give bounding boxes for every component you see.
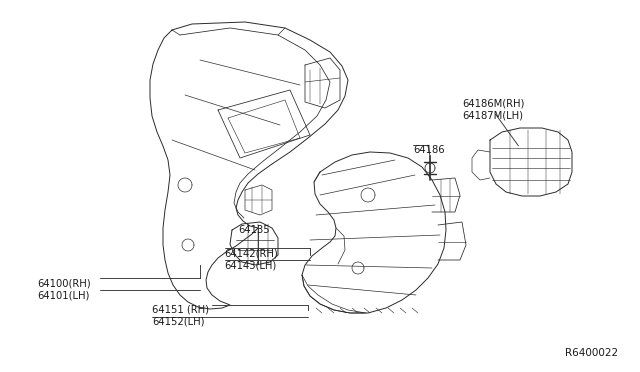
Text: R6400022: R6400022 [565,348,618,358]
Text: 64186: 64186 [413,145,445,155]
Text: 64100(RH): 64100(RH) [37,278,91,288]
Text: 64152(LH): 64152(LH) [152,317,205,327]
Text: 64186M(RH): 64186M(RH) [462,98,524,108]
Text: 64187M(LH): 64187M(LH) [462,111,523,121]
Text: 64135: 64135 [238,225,269,235]
Text: 64101(LH): 64101(LH) [37,290,90,300]
Text: 64151 (RH): 64151 (RH) [152,305,209,315]
Text: 64143(LH): 64143(LH) [224,260,276,270]
Text: 64142(RH): 64142(RH) [224,248,278,258]
